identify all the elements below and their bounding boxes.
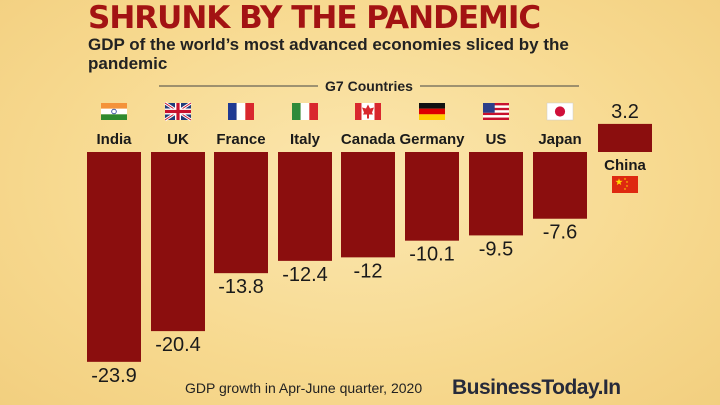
value-label: -7.6 (543, 222, 577, 244)
category-label: UK (167, 131, 189, 148)
germany-flag (419, 103, 445, 120)
italy-flag (292, 103, 318, 120)
value-label: -10.1 (409, 244, 455, 266)
canada-flag (355, 103, 381, 120)
category-label: US (486, 131, 507, 148)
india-flag (101, 103, 127, 120)
value-label: -20.4 (155, 334, 201, 356)
footer-note: GDP growth in Apr-June quarter, 2020 (185, 380, 423, 396)
japan-flag (546, 102, 574, 121)
category-label: Canada (341, 131, 396, 148)
uk-flag (164, 101, 192, 122)
bar-china (598, 123, 652, 152)
value-label: -23.9 (91, 365, 137, 387)
category-label: Italy (290, 131, 321, 148)
us-flag (483, 103, 509, 120)
france-flag (228, 103, 254, 120)
category-label: China (604, 157, 646, 174)
value-label: 3.2 (611, 101, 639, 123)
value-label: -13.8 (218, 276, 264, 298)
category-label: Japan (538, 131, 581, 148)
value-label: -12.4 (282, 264, 328, 286)
bar-us (469, 152, 523, 236)
headline: SHRUNK BY THE PANDEMIC (88, 0, 541, 36)
category-label: France (216, 131, 265, 148)
category-label: India (96, 131, 132, 148)
bar-germany (405, 152, 459, 241)
brand-logo: BusinessToday.In (452, 376, 621, 399)
bar-india (87, 152, 141, 362)
bar-japan (533, 152, 587, 219)
group-label: G7 Countries (325, 78, 413, 94)
china-flag (612, 176, 638, 193)
bar-italy (278, 152, 332, 261)
bar-uk (151, 152, 205, 332)
subtitle: GDP of the world’s most advanced economi… (88, 35, 569, 73)
category-label: Germany (399, 131, 465, 148)
value-label: -9.5 (479, 238, 513, 260)
bar-france (214, 152, 268, 274)
value-label: -12 (354, 260, 383, 282)
bar-canada (341, 152, 395, 258)
